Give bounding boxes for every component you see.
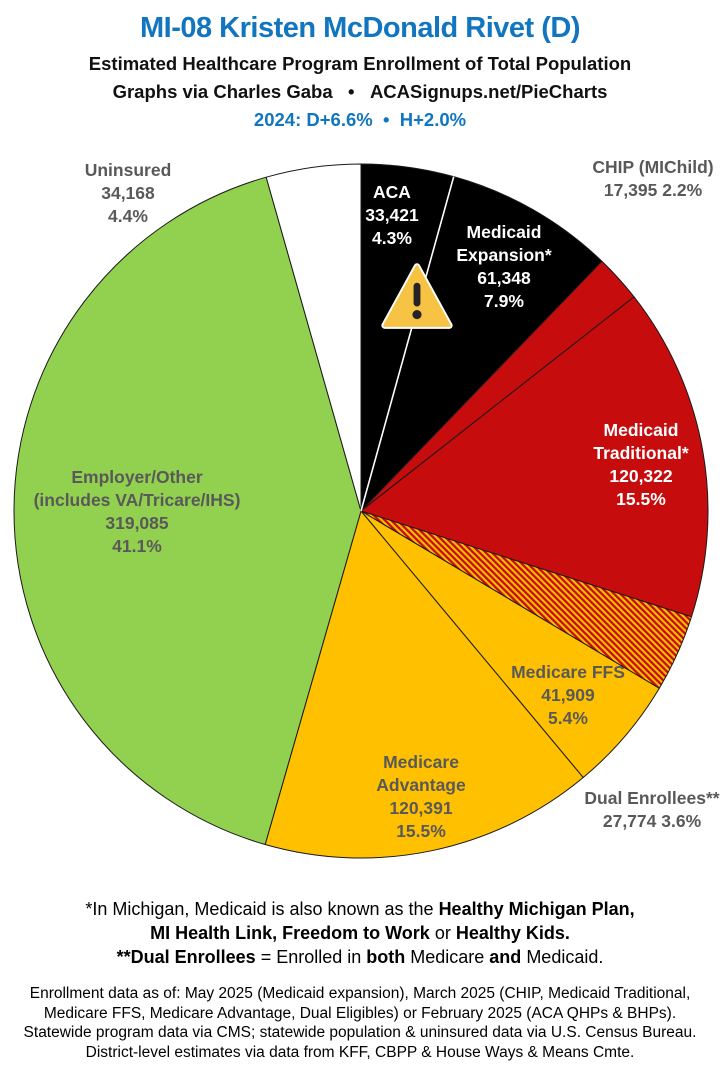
label-medicare-ffs: Medicare FFS 41,909 5.4% xyxy=(511,662,625,728)
footnote-segment: Medicare xyxy=(405,947,490,967)
label-dual-enrollees: Dual Enrollees** 27,774 3.6% xyxy=(584,788,720,831)
source-line-4: District-level estimates via data from K… xyxy=(85,1043,635,1061)
footnote-segment: **Dual Enrollees xyxy=(116,947,256,967)
footnote-line-1: *In Michigan, Medicaid is also known as … xyxy=(0,897,720,921)
pie-slice-medicaid-expansion xyxy=(360,176,603,512)
slice-divider-white xyxy=(360,176,455,512)
source-line-3: Statewide program data via CMS; statewid… xyxy=(23,1024,697,1041)
partisan-lean-line: 2024: D+6.6% • H+2.0% xyxy=(253,109,467,130)
label-employer-other: Employer/Other (includes VA/Tricare/IHS)… xyxy=(33,467,241,556)
footnote-line-3: **Dual Enrollees = Enrolled in both Medi… xyxy=(0,945,720,969)
chart-subtitle: Estimated Healthcare Program Enrollment … xyxy=(88,53,632,74)
footnote-segment: Healthy Kids. xyxy=(455,923,570,943)
footnote-segment: Healthy Michigan Plan, xyxy=(438,899,635,919)
label-uninsured: Uninsured 34,168 4.4% xyxy=(84,160,172,226)
page-title: MI-08 Kristen McDonald Rivet (D) xyxy=(140,12,581,44)
credit-line: Graphs via Charles Gaba • ACASignups.net… xyxy=(112,81,608,102)
source-block: Enrollment data as of: May 2025 (Medicai… xyxy=(0,984,720,1062)
source-line-1: Enrollment data as of: May 2025 (Medicai… xyxy=(29,985,691,1002)
footnote-segment: = Enrolled in xyxy=(255,947,367,967)
pie-slice-medicare-advantage xyxy=(264,510,584,859)
footnote-segment: Medicaid. xyxy=(521,947,604,967)
pie-slice-uninsured xyxy=(265,163,362,512)
header: MI-08 Kristen McDonald Rivet (D) Estimat… xyxy=(0,0,720,131)
footnote-segment: *In Michigan, Medicaid is also known as … xyxy=(85,899,439,919)
footnote-line-2: MI Health Link, Freedom to Work or Healt… xyxy=(0,921,720,945)
footnote-segment: MI Health Link, Freedom to Work xyxy=(150,923,430,943)
footnote-segment: both xyxy=(366,947,406,967)
label-medicare-advantage: Medicare Advantage 120,391 15.5% xyxy=(376,752,466,841)
source-line-2: Medicare FFS, Medicare Advantage, Dual E… xyxy=(43,1004,677,1022)
footnote-segment: or xyxy=(429,923,456,943)
pie-slice-medicaid-traditional xyxy=(360,296,709,618)
label-aca: ACA 33,421 4.3% xyxy=(365,182,419,248)
footnote-block: *In Michigan, Medicaid is also known as … xyxy=(0,897,720,969)
label-medicaid-traditional: Medicaid Traditional* 120,322 15.5% xyxy=(593,420,689,509)
label-medicaid-expansion: Medicaid Expansion* 61,348 7.9% xyxy=(456,222,552,311)
footnote-segment: and xyxy=(489,947,522,967)
label-chip: CHIP (MIChild) 17,395 2.2% xyxy=(592,157,714,200)
pie-slice-employer-other xyxy=(13,176,362,845)
warning-icon xyxy=(381,263,453,329)
